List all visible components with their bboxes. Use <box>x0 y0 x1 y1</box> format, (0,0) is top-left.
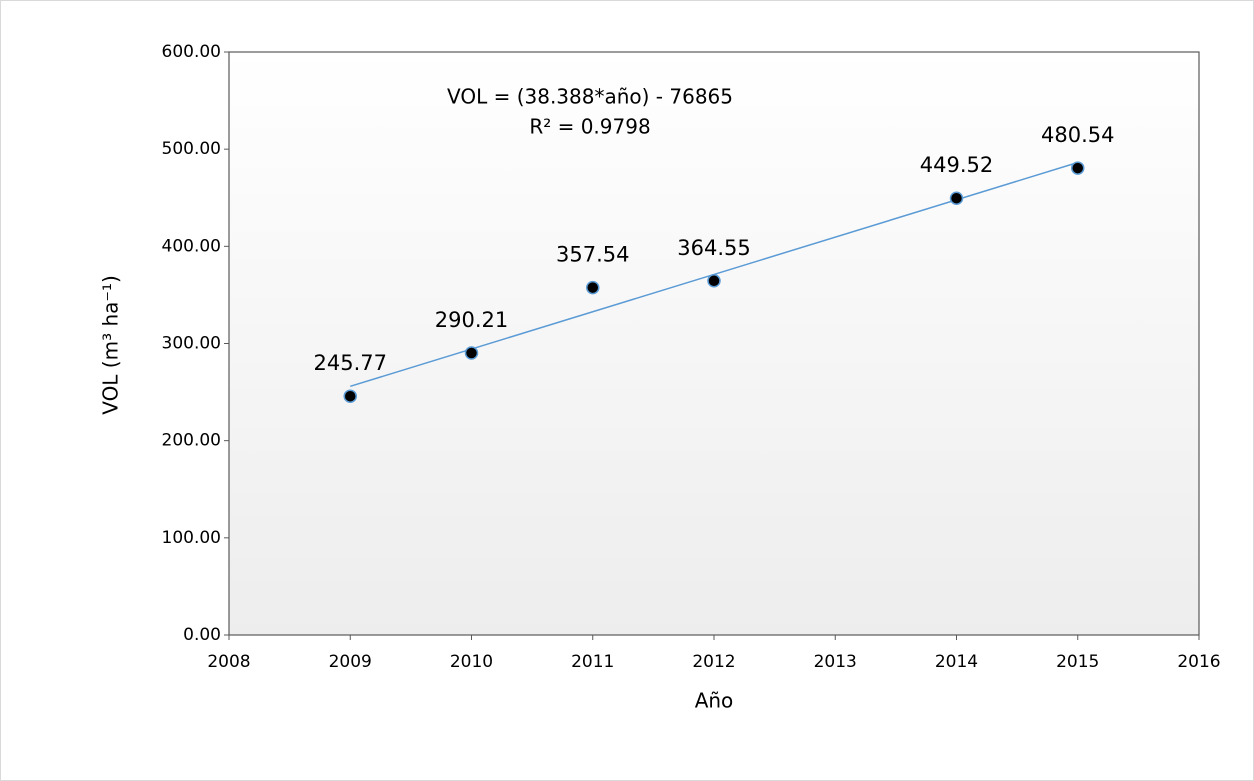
x-tick-label: 2010 <box>450 652 493 672</box>
r-squared: R² = 0.9798 <box>529 115 650 139</box>
y-tick-label: 300.00 <box>162 334 221 354</box>
y-axis-label: VOL (m³ ha⁻¹) <box>99 275 123 415</box>
point <box>1071 161 1085 175</box>
point <box>343 389 357 403</box>
x-tick-label: 2013 <box>814 652 857 672</box>
x-axis-label: Año <box>695 689 734 713</box>
y-tick-label: 0.00 <box>183 625 221 645</box>
y-tick-label: 100.00 <box>162 528 221 548</box>
x-tick-label: 2012 <box>692 652 735 672</box>
x-tick-label: 2008 <box>207 652 250 672</box>
data-label: 449.52 <box>920 153 993 177</box>
data-label: 290.21 <box>435 308 508 332</box>
x-tick-label: 2009 <box>329 652 372 672</box>
x-tick-label: 2016 <box>1177 652 1220 672</box>
y-tick-label: 500.00 <box>162 139 221 159</box>
point <box>949 191 964 205</box>
point <box>464 346 479 360</box>
equation: VOL = (38.388*año) - 76865 <box>447 85 733 109</box>
y-tick-label: 200.00 <box>162 431 221 451</box>
data-label: 245.77 <box>314 351 387 375</box>
point <box>586 280 600 295</box>
x-tick-label: 2011 <box>571 652 614 672</box>
data-label: 480.54 <box>1041 123 1114 147</box>
point <box>707 274 721 288</box>
y-tick-label: 400.00 <box>162 236 221 256</box>
data-label: 357.54 <box>556 243 629 267</box>
x-tick-label: 2014 <box>935 652 978 672</box>
plot-area <box>228 51 1200 636</box>
x-tick-label: 2015 <box>1056 652 1099 672</box>
data-label: 364.55 <box>677 236 750 260</box>
y-tick-label: 600.00 <box>162 42 221 62</box>
